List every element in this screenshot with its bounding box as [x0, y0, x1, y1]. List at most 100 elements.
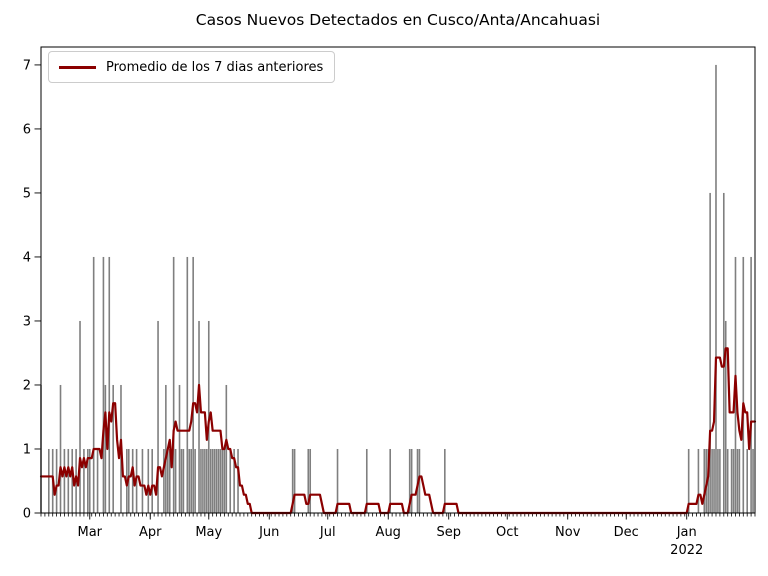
y-tick-label: 5 — [23, 186, 31, 201]
daily-cases-bar — [178, 384, 181, 513]
daily-cases-bar — [194, 448, 196, 513]
daily-cases-bar — [141, 448, 144, 513]
daily-cases-bar — [709, 192, 711, 513]
daily-cases-bar — [190, 448, 193, 513]
y-tick-label: 3 — [23, 314, 31, 329]
daily-cases-bar — [687, 448, 690, 513]
daily-cases-bar — [237, 448, 239, 513]
x-tick-label: Jul — [319, 525, 336, 540]
x-tick-label: Mar — [78, 525, 103, 540]
daily-cases-bar — [219, 448, 222, 513]
daily-cases-bar — [209, 448, 212, 513]
daily-cases-bars — [40, 64, 754, 513]
daily-cases-bar — [309, 448, 312, 513]
daily-cases-bar — [717, 448, 719, 513]
daily-cases-bar — [55, 448, 58, 513]
daily-cases-bar — [444, 448, 446, 513]
daily-cases-bar — [88, 448, 91, 513]
legend: Promedio de los 7 dias anteriores — [48, 51, 336, 83]
x-tick-label: Sep — [436, 525, 461, 540]
daily-cases-bar — [165, 384, 167, 513]
daily-cases-bar — [307, 448, 310, 513]
x-tick-label: May — [195, 525, 222, 540]
daily-cases-bar — [59, 384, 62, 513]
daily-cases-bar — [724, 320, 727, 513]
daily-cases-bar — [697, 448, 700, 513]
daily-cases-bar — [131, 448, 134, 513]
daily-cases-bar — [104, 384, 107, 513]
daily-cases-bar — [223, 448, 226, 513]
legend-label: Promedio de los 7 dias anteriores — [106, 59, 324, 75]
daily-cases-bar — [206, 448, 208, 513]
daily-cases-bar — [63, 448, 66, 513]
y-tick-label: 2 — [23, 378, 31, 393]
rolling-average-line — [39, 347, 757, 515]
daily-cases-bar — [186, 256, 189, 513]
daily-cases-bar — [92, 256, 95, 513]
daily-cases-bar — [202, 448, 204, 513]
x-tick-label: Jan — [676, 525, 697, 540]
daily-cases-bar — [102, 256, 105, 513]
x-tick-label: Dec — [614, 525, 639, 540]
daily-cases-bar — [200, 448, 202, 513]
y-tick-label: 1 — [23, 442, 31, 457]
daily-cases-bar — [750, 256, 752, 513]
daily-cases-bar — [389, 448, 391, 513]
daily-cases-bar — [204, 448, 206, 513]
daily-cases-bar — [408, 448, 411, 513]
daily-cases-bar — [291, 448, 294, 513]
y-tick-label: 7 — [23, 58, 31, 73]
y-tick-label: 4 — [23, 250, 31, 265]
x-tick-year-label: 2022 — [670, 543, 703, 558]
daily-cases-bar — [163, 448, 165, 513]
daily-cases-bar — [108, 256, 111, 513]
x-tick-label: Nov — [555, 525, 581, 540]
daily-cases-bar — [730, 448, 733, 513]
y-axis-ticks: 0 1 2 3 4 5 6 7 — [23, 58, 41, 522]
daily-cases-bar — [711, 448, 713, 513]
x-tick-label: Aug — [376, 525, 401, 540]
daily-cases-bar — [198, 320, 200, 513]
daily-cases-bar — [726, 448, 729, 513]
daily-cases-bar — [732, 448, 735, 513]
daily-cases-bar — [221, 448, 224, 513]
daily-cases-bar — [233, 448, 235, 513]
daily-cases-bar — [67, 448, 70, 513]
y-tick-label: 0 — [23, 507, 31, 522]
daily-cases-bar — [157, 320, 159, 513]
daily-cases-bar — [410, 448, 413, 513]
x-axis-ticks: Mar Apr May Jun Jul Aug Sep Oct Nov Dec Jan 2022 — [78, 513, 703, 558]
daily-cases-bar — [293, 448, 296, 513]
daily-cases-bar — [96, 448, 99, 513]
daily-cases-bar — [147, 448, 150, 513]
daily-cases-bar — [174, 448, 177, 513]
daily-cases-bar — [213, 448, 216, 513]
daily-cases-bar — [167, 448, 169, 513]
daily-cases-bar — [182, 448, 185, 513]
daily-cases-bar — [87, 448, 89, 513]
daily-cases-bar — [738, 448, 741, 513]
daily-cases-bar — [217, 448, 220, 513]
chart-title: Casos Nuevos Detectados en Cusco/Anta/An… — [195, 11, 601, 29]
legend-line-sample — [59, 65, 96, 69]
daily-cases-bar — [71, 448, 74, 513]
daily-cases-bar — [192, 256, 194, 513]
daily-cases-bar — [112, 384, 114, 513]
daily-cases-bar — [180, 448, 183, 513]
x-tick-label: Oct — [496, 525, 518, 540]
daily-cases-bar — [742, 256, 745, 513]
daily-cases-bar — [365, 448, 368, 513]
plot-border — [40, 46, 756, 514]
daily-cases-bar — [211, 448, 214, 513]
daily-cases-bar — [168, 448, 171, 513]
daily-cases-bar — [719, 448, 721, 513]
daily-cases-bar — [83, 448, 85, 513]
daily-cases-bar — [715, 64, 717, 513]
daily-cases-bar — [736, 448, 739, 513]
daily-cases-bar — [229, 448, 232, 513]
y-tick-label: 6 — [23, 122, 31, 137]
daily-cases-bar — [79, 320, 81, 513]
daily-cases-bar — [703, 448, 706, 513]
daily-cases-bar — [752, 448, 754, 513]
